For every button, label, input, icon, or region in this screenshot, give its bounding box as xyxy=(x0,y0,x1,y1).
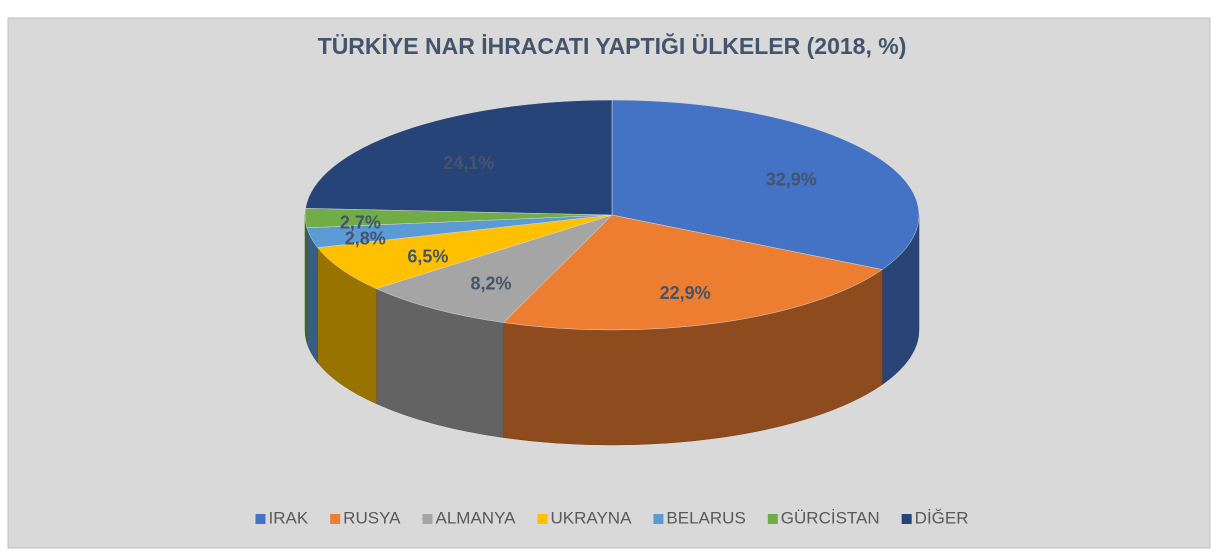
legend-label: GÜRCİSTAN xyxy=(781,508,880,527)
data-label: 2,7% xyxy=(340,212,381,232)
legend-swatch xyxy=(537,514,548,524)
data-label: 24,1% xyxy=(443,153,494,173)
data-label: 8,2% xyxy=(470,273,511,293)
legend-swatch xyxy=(255,514,266,524)
legend-swatch xyxy=(901,514,912,524)
legend-swatch xyxy=(422,514,433,524)
legend-swatch xyxy=(653,514,664,524)
legend-label: ALMANYA xyxy=(435,508,516,527)
legend: IRAK RUSYA ALMANYA UKRAYNA BELARUS GÜRCİSTAN D… xyxy=(255,508,969,527)
data-label: 2,8% xyxy=(345,228,386,248)
legend-label: RUSYA xyxy=(343,508,401,527)
pie-slice xyxy=(317,214,613,289)
data-label: 32,9% xyxy=(766,170,817,190)
pie-side xyxy=(306,227,318,364)
pie-side xyxy=(304,214,308,343)
pie-slice xyxy=(611,99,920,270)
legend-label: BELARUS xyxy=(666,508,745,527)
legend-swatch xyxy=(330,514,341,524)
legend-label: DİĞER xyxy=(915,508,969,527)
data-label: 22,9% xyxy=(660,283,711,303)
chart-title: TÜRKİYE NAR İHRACATI YAPTIĞI ÜLKELER (20… xyxy=(318,32,907,59)
pie-slice xyxy=(375,214,613,323)
legend-label: IRAK xyxy=(268,508,308,527)
data-label: 6,5% xyxy=(407,247,448,267)
legend-swatch xyxy=(767,514,778,524)
pie-slice xyxy=(503,214,883,331)
legend-label: UKRAYNA xyxy=(550,508,632,527)
pie-slice xyxy=(305,99,613,216)
